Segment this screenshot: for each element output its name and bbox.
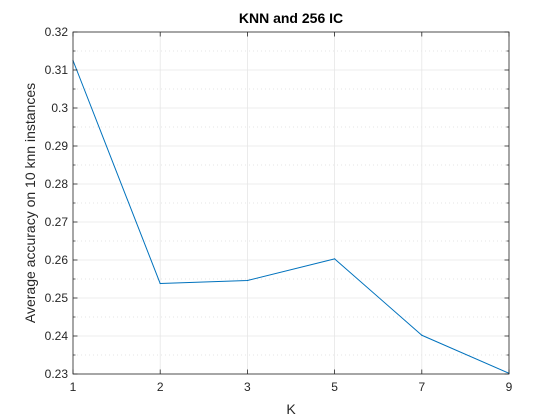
y-tick-label: 0.26: [45, 253, 69, 267]
y-tick-label: 0.31: [45, 63, 69, 77]
y-axis-label: Average accuracy on 10 knn instances: [22, 83, 38, 323]
x-tick-label: 9: [506, 380, 513, 394]
data-point: [160, 283, 161, 284]
x-axis-label: K: [286, 401, 296, 417]
data-point: [247, 280, 248, 281]
y-tick-label: 0.27: [45, 215, 69, 229]
data-point: [334, 258, 335, 259]
x-tick-label: 3: [244, 380, 251, 394]
chart-title: KNN and 256 IC: [239, 10, 343, 26]
x-tick-label: 5: [331, 380, 338, 394]
x-tick-label: 2: [157, 380, 164, 394]
y-tick-label: 0.32: [45, 25, 69, 39]
y-tick-label: 0.23: [45, 367, 69, 381]
x-tick-label: 1: [70, 380, 77, 394]
y-tick-label: 0.28: [45, 177, 69, 191]
y-tick-label: 0.25: [45, 291, 69, 305]
data-point: [421, 335, 422, 336]
y-tick-label: 0.29: [45, 139, 69, 153]
y-tick-label: 0.24: [45, 329, 69, 343]
plot-background: [73, 32, 509, 374]
x-tick-label: 7: [418, 380, 425, 394]
y-tick-label: 0.3: [51, 101, 68, 115]
